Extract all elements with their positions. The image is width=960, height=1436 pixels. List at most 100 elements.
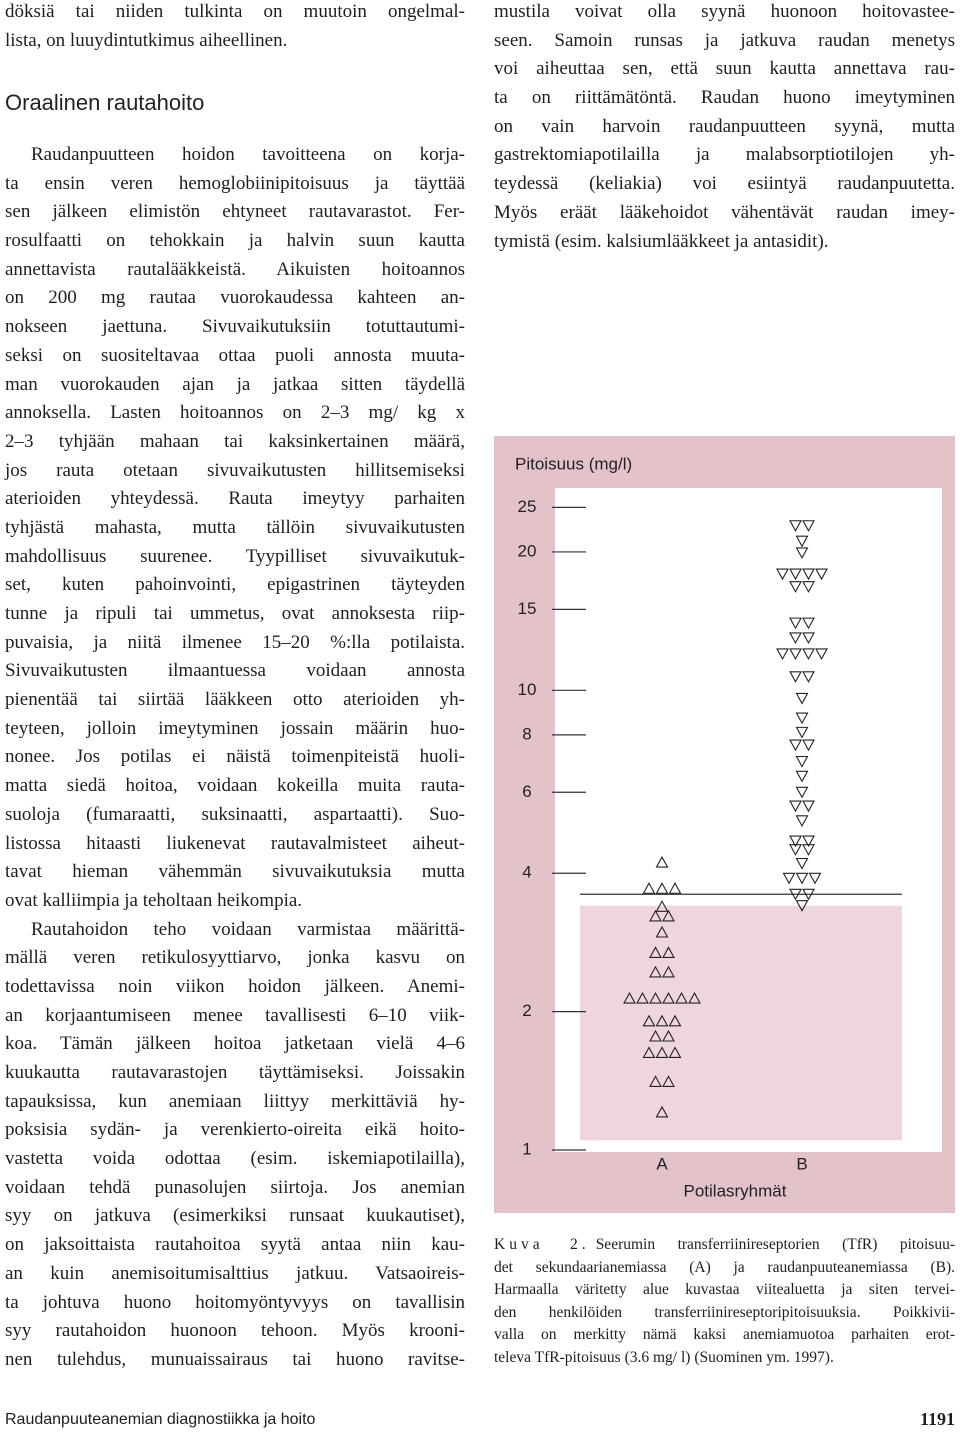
text-line: ta johtuva huono hoitomyöntyvyys on tava… bbox=[5, 1291, 465, 1313]
data-point bbox=[789, 520, 802, 532]
text-line: rosulfaatti on tehokkain ja halvin suun … bbox=[5, 230, 465, 252]
text-line: teyteen, jolloin imeytyminen jossain mää… bbox=[5, 717, 465, 739]
data-point bbox=[802, 568, 815, 581]
data-point bbox=[802, 581, 815, 593]
text-line: nonee. Jos potilas ei näistä toimenpitei… bbox=[5, 746, 465, 768]
data-point bbox=[655, 1046, 669, 1059]
text-line: vastetta voida odottaa (esim. iskemiapot… bbox=[5, 1148, 465, 1170]
text-line: syy rautahoidon huonoon tehoon. Myös kro… bbox=[5, 1320, 465, 1342]
data-point bbox=[662, 965, 675, 978]
text-line: mällä veren retikulosyyttiarvo, jonka ka… bbox=[5, 947, 465, 969]
y-tick-label: 4 bbox=[522, 863, 531, 882]
caption-line: Harmaalla väritetty alue kuvastaa viitea… bbox=[494, 1279, 955, 1302]
text-line: tapauksissa, kun anemiaan liittyy merkit… bbox=[5, 1090, 465, 1112]
data-point bbox=[642, 1014, 656, 1027]
data-point bbox=[802, 671, 815, 683]
text-line: jos rauta otetaan sivuvaikutusten hillit… bbox=[5, 459, 465, 481]
text-line: nen tulehdus, munuaissairaus tai huono r… bbox=[5, 1348, 465, 1370]
x-tick-label: B bbox=[796, 1154, 807, 1173]
text-line: an kuin anemisoitumisalttius jatkuu. Vat… bbox=[5, 1262, 465, 1284]
text-line: pienentää tai siirtää lääkkeen otto ater… bbox=[5, 689, 465, 711]
text-line: syy on jatkuva (esimerkiksi runsaat kuuk… bbox=[5, 1205, 465, 1227]
data-point bbox=[802, 888, 815, 901]
data-point bbox=[802, 617, 815, 630]
text-line: ta ensin veren hemoglobiinipitoisuus ja … bbox=[5, 172, 465, 194]
data-point bbox=[795, 857, 809, 870]
data-point bbox=[795, 815, 809, 827]
data-point bbox=[623, 991, 636, 1004]
data-point bbox=[795, 872, 809, 885]
text-line: kuukautta rautavarastojen täyttämiseksi.… bbox=[5, 1062, 465, 1083]
text-line: poksisia sydän- ja verenkierto-oireita e… bbox=[5, 1119, 465, 1141]
x-tick-label: A bbox=[656, 1154, 668, 1173]
data-point bbox=[642, 1046, 656, 1059]
text-line: ovat kalliimpia ja teholtaan heikompia. bbox=[5, 889, 303, 911]
text-line: Raudanpuutteen hoidon tavoitteena on kor… bbox=[31, 144, 465, 165]
text-line: an korjaantumiseen menee tavallisesti 6–… bbox=[5, 1004, 465, 1026]
data-point bbox=[655, 1014, 669, 1027]
text-line: 2–3 tyhjään mahaan tai kaksinkertainen m… bbox=[5, 430, 465, 452]
data-point bbox=[688, 991, 701, 1004]
data-point bbox=[662, 946, 675, 958]
caption-line: valla on merkitty nämä kaksi anemiamuoto… bbox=[494, 1324, 955, 1347]
text-line: Sivuvaikutusten ilmaantuessa voidaan ann… bbox=[5, 660, 465, 682]
text-line: annoksella. Lasten hoitoannos on 2–3 mg/… bbox=[5, 402, 465, 424]
y-tick-label: 1 bbox=[522, 1139, 531, 1158]
text-line: listossa hitaasti liukenevat rautavalmis… bbox=[5, 832, 465, 854]
data-point bbox=[655, 900, 669, 912]
data-point bbox=[662, 909, 675, 922]
text-line: todettavissa noin viikon hoidon jälkeen.… bbox=[5, 975, 465, 997]
data-point bbox=[789, 739, 802, 752]
data-point bbox=[675, 991, 688, 1004]
data-point bbox=[795, 712, 809, 725]
data-point bbox=[776, 648, 789, 661]
caption-line: det sekundaarianemiassa (A) ja raudanpuu… bbox=[494, 1257, 955, 1280]
y-tick-label: 10 bbox=[518, 680, 537, 699]
data-point bbox=[776, 568, 789, 581]
y-tick-label: 15 bbox=[518, 599, 537, 618]
data-point bbox=[795, 547, 809, 560]
y-axis-title: Pitoisuus (mg/l) bbox=[515, 454, 632, 473]
data-point bbox=[802, 739, 815, 752]
text-line: mustila voivat olla syynä huonoon hoitov… bbox=[494, 1, 955, 22]
data-point bbox=[789, 844, 802, 856]
text-line: mahdollisuus suurenee. Tyypilliset sivuv… bbox=[5, 545, 465, 567]
caption-line: den henkilöiden transferriinireseptoripi… bbox=[494, 1302, 955, 1325]
text-line: koa. Tämän jälkeen hoitoa jatketaan viel… bbox=[5, 1033, 465, 1055]
data-point bbox=[655, 1105, 669, 1118]
data-point bbox=[802, 800, 815, 813]
data-point bbox=[649, 909, 662, 922]
y-tick-label: 2 bbox=[522, 1001, 531, 1020]
text-line: voi aiheuttaa sen, että suun kautta anne… bbox=[494, 58, 955, 80]
data-point bbox=[649, 1075, 662, 1087]
text-line: tyhjästä mahasta, mutta tällöin sivuvaik… bbox=[5, 516, 465, 538]
data-point bbox=[808, 872, 822, 885]
text-line: tymistä (esim. kalsiumlääkkeet ja antasi… bbox=[494, 230, 829, 252]
data-point bbox=[789, 581, 802, 593]
data-point bbox=[795, 786, 809, 799]
data-point bbox=[649, 965, 662, 978]
reference-range bbox=[580, 905, 902, 1141]
data-point bbox=[789, 671, 802, 683]
text-line: on jaksoittaista rautahoitoa syytä antaa… bbox=[5, 1234, 465, 1256]
data-point bbox=[668, 1046, 682, 1059]
text-line: annettavista rautalääkkeistä. Aikuisten … bbox=[5, 258, 465, 280]
caption-line: televa TfR-pitoisuus (3.6 mg/ l) (Suomin… bbox=[494, 1347, 955, 1370]
caption-text: Harmaalla väritetty alue kuvastaa viitea… bbox=[494, 1281, 955, 1299]
text-line: ta on riittämätöntä. Raudan huono imeyty… bbox=[494, 87, 955, 109]
data-point bbox=[795, 535, 809, 548]
data-point bbox=[655, 882, 669, 894]
text-line: döksiä tai niiden tulkinta on muutoin on… bbox=[5, 1, 465, 22]
text-line: Myös eräät lääkehoidot vähentävät raudan… bbox=[494, 201, 955, 223]
text-line: lista, on luuydintutkimus aiheellinen. bbox=[5, 29, 288, 51]
y-tick-label: 20 bbox=[518, 541, 537, 560]
data-point bbox=[789, 648, 802, 661]
data-point bbox=[649, 991, 662, 1004]
y-tick-label: 8 bbox=[522, 724, 531, 743]
data-point bbox=[795, 770, 809, 783]
text-line: matta siedä hoitoa, voidaan kokeilla mui… bbox=[5, 775, 465, 797]
data-point bbox=[802, 632, 815, 645]
data-point bbox=[789, 632, 802, 645]
